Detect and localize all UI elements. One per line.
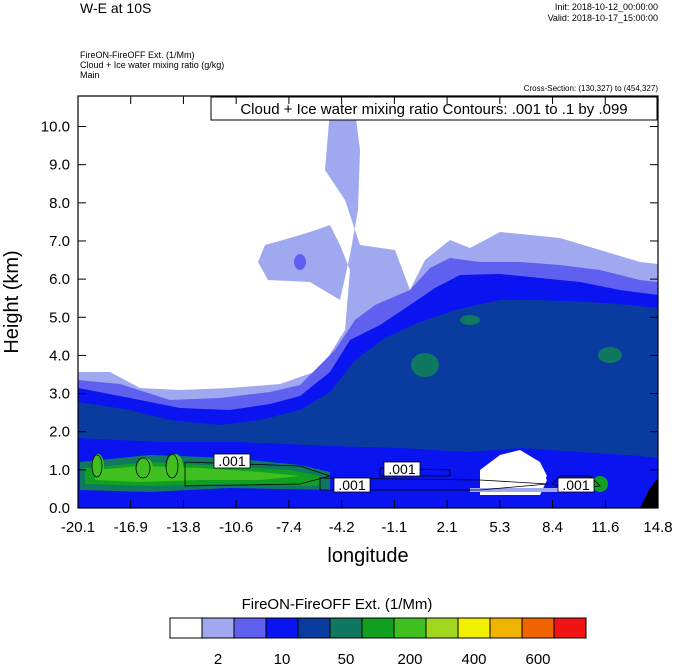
colorbar-swatch	[361, 617, 395, 639]
contour-value-label: .001	[338, 477, 365, 493]
colorbar: 2 10 50 200 400 600	[169, 617, 587, 667]
x-tick-label: -16.9	[114, 519, 148, 536]
contour-info-text: Cloud + Ice water mixing ratio Contours:…	[240, 101, 627, 118]
x-axis: -20.1 -16.9 -13.8 -10.6 -7.4 -4.2 -1.1 2.1 5.3 8.…	[61, 96, 673, 536]
x-tick-label: -7.4	[276, 519, 302, 536]
init-time: Init: 2018-10-12_00:00:00	[554, 2, 658, 12]
x-tick-label: -4.2	[329, 519, 355, 536]
y-axis: 0.0 1.0 2.0 3.0 4.0 5.0 6.0 7.0 8.0 9.0 10.0	[41, 119, 658, 517]
contour-labels: .001 .001 .001 .001	[213, 453, 595, 493]
y-tick-label: 8.0	[49, 195, 70, 212]
colorbar-swatch	[393, 617, 427, 639]
colorbar-label: 2	[214, 651, 222, 667]
colorbar-swatch	[553, 617, 587, 639]
colorbar-swatch	[425, 617, 459, 639]
y-tick-label: 9.0	[49, 157, 70, 174]
cross-section-label: Cross-Section: (130,327) to (454,327)	[523, 84, 658, 93]
y-tick-label: 3.0	[49, 386, 70, 403]
y-tick-label: 1.0	[49, 462, 70, 479]
x-axis-label: longitude	[327, 545, 408, 567]
contour-value-label: .001	[388, 461, 415, 477]
colorbar-swatch	[489, 617, 523, 639]
colorbar-label: 600	[525, 651, 550, 667]
x-tick-label: -13.8	[166, 519, 200, 536]
field-description: FireON-FireOFF Ext. (1/Mm) Cloud + Ice w…	[80, 50, 224, 80]
contour-value-label: .001	[218, 453, 245, 469]
colorbar-swatch	[297, 617, 331, 639]
x-tick-label: -1.1	[381, 519, 407, 536]
y-axis-label: Height (km)	[1, 250, 23, 353]
y-tick-label: 7.0	[49, 233, 70, 250]
colorbar-swatch	[265, 617, 299, 639]
shaded-field	[78, 96, 658, 508]
y-tick-label: 0.0	[49, 500, 70, 517]
plot-title: W-E at 10S	[80, 0, 152, 16]
contour-info-box	[210, 96, 658, 121]
y-tick-label: 10.0	[41, 119, 70, 136]
x-tick-label: 11.6	[591, 519, 619, 536]
colorbar-swatch	[329, 617, 363, 639]
y-tick-label: 5.0	[49, 309, 70, 326]
colorbar-swatch	[521, 617, 555, 639]
y-tick-label: 2.0	[49, 424, 70, 441]
contour-value-label: .001	[562, 477, 589, 493]
colorbar-label: 400	[461, 651, 486, 667]
x-tick-label: 5.3	[489, 519, 510, 536]
y-tick-label: 4.0	[49, 347, 70, 364]
colorbar-swatch	[457, 617, 491, 639]
colorbar-label: 200	[397, 651, 422, 667]
x-tick-label: -20.1	[61, 519, 95, 536]
colorbar-swatch	[233, 617, 267, 639]
colorbar-title: FireON-FireOFF Ext. (1/Mm)	[241, 596, 433, 613]
shaded-field-label: FireON-FireOFF Ext. (1/Mm)	[80, 50, 195, 60]
colorbar-label: 10	[274, 651, 291, 667]
colorbar-swatch	[169, 617, 203, 639]
x-tick-label: 8.4	[542, 519, 563, 536]
x-tick-label: 2.1	[437, 519, 458, 536]
domain-label: Main	[80, 70, 100, 80]
valid-time: Valid: 2018-10-17_15:00:00	[547, 13, 658, 23]
colorbar-swatch	[201, 617, 235, 639]
contour-field-label: Cloud + Ice water mixing ratio (g/kg)	[80, 60, 225, 70]
x-tick-label: 14.8	[643, 519, 672, 536]
time-info: Init: 2018-10-12_00:00:00 Valid: 2018-10…	[548, 2, 658, 24]
plot-frame	[77, 95, 659, 509]
colorbar-label: 50	[338, 651, 355, 667]
y-tick-label: 6.0	[49, 271, 70, 288]
x-tick-label: -10.6	[219, 519, 253, 536]
